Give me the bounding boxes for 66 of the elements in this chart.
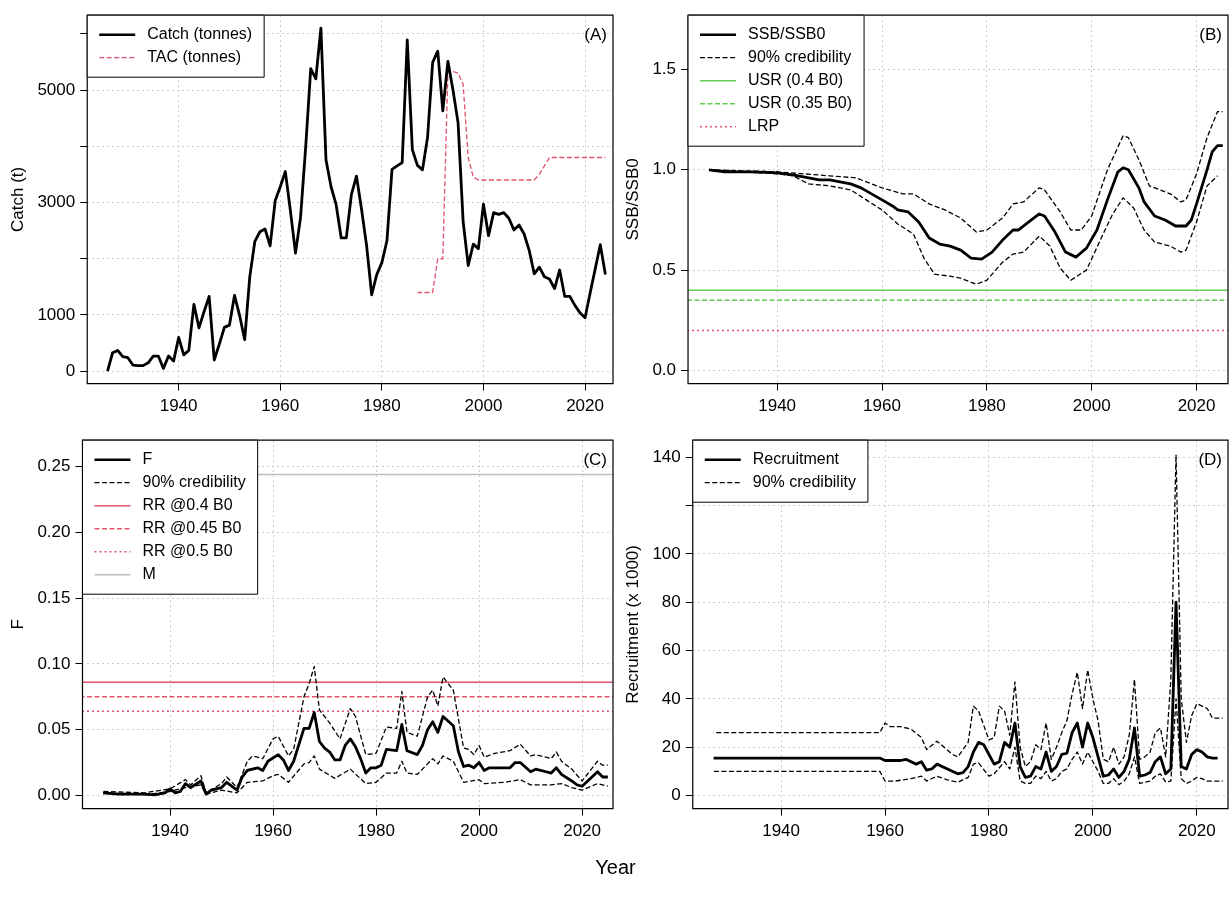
- legend-label: USR (0.4 B0): [748, 71, 844, 89]
- y-tick-label: 0.25: [37, 456, 71, 476]
- legend-label: F: [142, 450, 153, 468]
- y-tick-label: 0.10: [37, 653, 71, 673]
- legend-label: USR (0.35 B0): [748, 94, 853, 112]
- x-tick-label: 1940: [151, 821, 189, 841]
- y-axis-title: F: [7, 619, 27, 630]
- x-tick-label: 2000: [464, 396, 503, 416]
- annotation: (B): [1199, 25, 1222, 45]
- y-tick-label: 140: [652, 446, 681, 466]
- y-tick-label: 0: [671, 785, 681, 805]
- legend-label: RR @0.45 B0: [142, 519, 242, 537]
- y-tick-label: 5000: [37, 79, 76, 99]
- x-tick-label: 1940: [159, 396, 198, 416]
- y-tick-label: 0.05: [37, 719, 71, 739]
- x-tick-label: 2020: [563, 821, 602, 841]
- x-tick-label: 1960: [254, 821, 292, 841]
- x-tick-label: 1980: [357, 821, 395, 841]
- x-tick-label: 1960: [866, 821, 904, 841]
- annotation: (C): [583, 450, 607, 470]
- x-tick-label: 1980: [967, 396, 1006, 416]
- x-tick-label: 2020: [1177, 396, 1216, 416]
- y-tick-label: 80: [661, 591, 681, 611]
- legend-label: RR @0.4 B0: [142, 496, 233, 514]
- legend-label: 90% credibility: [752, 473, 856, 491]
- y-axis-title: Catch (t): [7, 166, 27, 232]
- legend-label: SSB/SSB0: [748, 25, 826, 43]
- legend-label: M: [142, 565, 156, 583]
- y-tick-label: 3000: [37, 192, 76, 212]
- x-tick-label: 1980: [362, 396, 401, 416]
- legend-label: 90% credibility: [142, 473, 246, 491]
- x-tick-label: 2020: [1177, 821, 1216, 841]
- annotation: (D): [1198, 450, 1222, 470]
- legend-label: RR @0.5 B0: [142, 542, 233, 560]
- y-tick-label: 0.15: [37, 587, 71, 607]
- legend-label: 90% credibility: [748, 48, 852, 66]
- y-tick-label: 1.0: [652, 159, 677, 179]
- x-tick-label: 2020: [566, 396, 604, 416]
- x-tick-label: 2000: [1073, 821, 1112, 841]
- y-tick-label: 20: [661, 736, 681, 756]
- legend-label: TAC (tonnes): [147, 48, 242, 66]
- x-tick-label: 1960: [261, 396, 300, 416]
- x-axis-title: Year: [594, 855, 637, 879]
- y-tick-label: 0.00: [37, 785, 71, 805]
- y-tick-label: 1000: [37, 304, 76, 324]
- y-tick-label: 0.0: [652, 360, 677, 380]
- x-tick-label: 2000: [1072, 396, 1111, 416]
- y-tick-label: 0.5: [652, 259, 677, 279]
- y-tick-label: 40: [661, 688, 681, 708]
- y-tick-label: 1.5: [652, 59, 677, 79]
- x-tick-label: 1980: [970, 821, 1008, 841]
- x-tick-label: 1940: [758, 396, 797, 416]
- x-tick-label: 1940: [762, 821, 801, 841]
- x-tick-label: 1960: [863, 396, 901, 416]
- legend-label: Catch (tonnes): [147, 25, 253, 43]
- x-tick-label: 2000: [460, 821, 498, 841]
- y-tick-label: 0: [65, 360, 76, 380]
- line-series: [416, 70, 607, 294]
- y-axis-title: Recruitment (x 1000): [622, 545, 642, 704]
- y-tick-label: 0.20: [37, 521, 71, 541]
- annotation: (A): [584, 25, 607, 45]
- y-tick-label: 60: [661, 640, 681, 660]
- y-tick-label: 100: [652, 543, 681, 563]
- legend-label: Recruitment: [752, 450, 840, 468]
- legend-label: LRP: [748, 117, 780, 135]
- y-axis-title: SSB/SSB0: [622, 158, 642, 241]
